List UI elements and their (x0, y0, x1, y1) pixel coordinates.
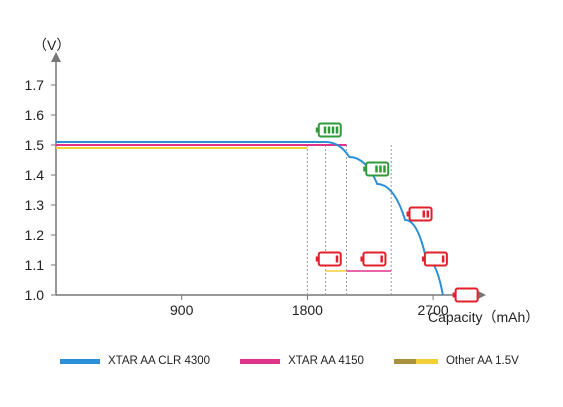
battery-bar (426, 210, 430, 218)
legend-label: XTAR AA CLR 4300 (108, 355, 211, 367)
y-tick-label: 1.5 (25, 137, 45, 153)
battery-bar (323, 126, 327, 134)
x-tick-label: 2700 (418, 302, 449, 318)
y-axis-arrow (51, 52, 61, 62)
battery-bar (380, 255, 383, 263)
y-tick-label: 1.4 (25, 167, 45, 183)
battery-terminal (315, 256, 319, 262)
y-axis-label: （V） (33, 37, 70, 53)
battery-terminal (452, 292, 456, 298)
y-tick-label: 1.0 (25, 287, 45, 303)
legend-label: XTAR AA 4150 (288, 355, 364, 367)
battery-terminal (315, 127, 319, 133)
battery-icon (452, 287, 479, 303)
battery-bar (422, 210, 426, 218)
battery-bar (331, 126, 335, 134)
x-axis-label: Capacity（mAh） (428, 309, 539, 325)
legend-swatch-blue (60, 358, 100, 364)
battery-icons (315, 122, 479, 303)
legend-item-other: Other AA 1.5V (393, 355, 519, 367)
legend-item-clr4300: XTAR AA CLR 4300 (60, 355, 210, 367)
battery-icon (406, 206, 433, 222)
legend-swatch-pink (240, 358, 281, 364)
legend-label: Other AA 1.5V (445, 355, 519, 367)
x-tick-label: 900 (170, 302, 194, 318)
battery-icon (363, 161, 390, 177)
battery-terminal (360, 256, 364, 262)
chart-axes: 1.0 1.1 1.2 1.3 1.4 1.5 1.6 1.7 900 1800 2700 (25, 52, 486, 318)
battery-body (454, 287, 479, 303)
battery-bar (375, 165, 378, 173)
battery-bar (335, 255, 339, 263)
battery-bar (327, 126, 331, 134)
legend-item-4150: XTAR AA 4150 (240, 355, 364, 367)
y-tick-label: 1.6 (25, 107, 45, 123)
battery-bar (441, 255, 445, 263)
x-tick-label: 1800 (292, 302, 323, 318)
battery-bar (379, 165, 382, 173)
battery-terminal (363, 166, 367, 172)
legend-swatch-gold (393, 358, 438, 364)
battery-icon (421, 251, 448, 267)
battery-icon (360, 251, 387, 267)
battery-icon (315, 251, 342, 267)
battery-bar (383, 165, 386, 173)
y-tick-label: 1.7 (25, 77, 45, 93)
y-tick-label: 1.1 (25, 257, 45, 273)
y-tick-label: 1.3 (25, 197, 45, 213)
battery-bar (335, 126, 339, 134)
y-tick-label: 1.2 (25, 227, 45, 243)
battery-terminal (406, 211, 410, 217)
battery-terminal (421, 256, 425, 262)
battery-icon (315, 122, 342, 138)
chart-legend: XTAR AA CLR 4300 XTAR AA 4150 Other AA 1… (60, 355, 519, 367)
